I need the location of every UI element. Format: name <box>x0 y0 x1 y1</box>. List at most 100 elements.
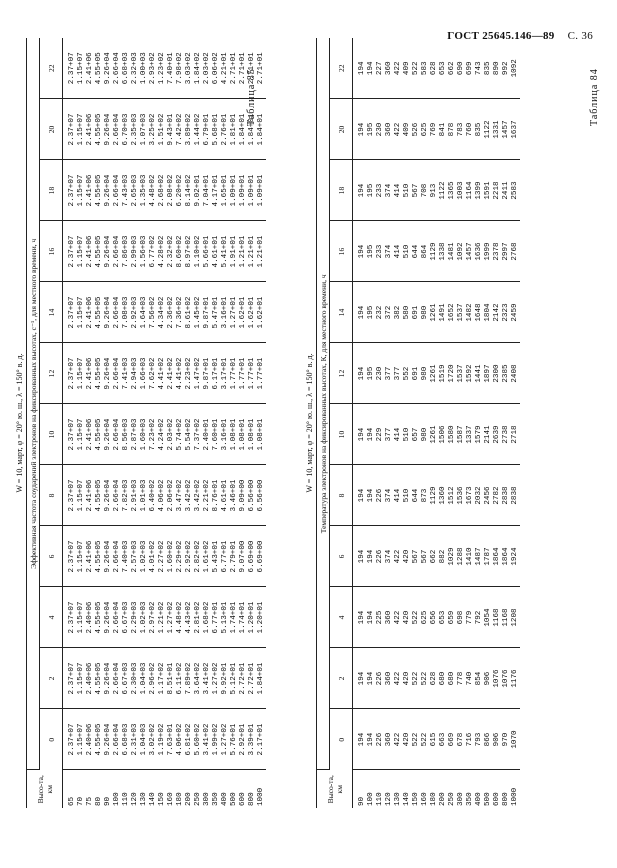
table-row: 75 2.40+06 2.40+06 2.40+06 2.41+06 2.41+06 2.4… <box>86 38 95 808</box>
value-cell: 552 <box>403 343 412 404</box>
height-cell: 600 <box>493 792 501 806</box>
value-cell: 1122 <box>484 99 493 160</box>
value-cell: 4.06+02 <box>158 465 167 526</box>
value-cell: 680 <box>439 648 448 709</box>
value-cell: 2.66+04 <box>113 343 122 404</box>
table-row: 120 360 360 360 374 374 377 377 372 374 374 360 360 <box>385 38 394 808</box>
value-cell: 1288 <box>457 526 466 587</box>
value-cell: 2.35+03 <box>131 99 140 160</box>
value-cell: 980 <box>421 404 430 465</box>
value-cell: 2.37+07 <box>62 221 77 282</box>
hour-column-header: 6 <box>39 526 63 587</box>
value-cell: 4.01+02 <box>149 526 158 587</box>
value-cell: 3.25+02 <box>149 99 158 160</box>
value-cell: 878 <box>448 99 457 160</box>
value-cell: 1864 <box>502 526 511 587</box>
value-cell: 4.48+02 <box>176 587 185 648</box>
value-cell: 194 <box>367 38 376 99</box>
value-cell: 3.89+02 <box>185 99 194 160</box>
value-cell: 377 <box>385 343 394 404</box>
value-cell: 690 <box>457 38 466 99</box>
value-cell: 1.65+01 <box>221 160 230 221</box>
table-row: 110 226 226 225 226 226 229 230 232 233 233 230 227 <box>376 38 385 808</box>
table-row: 800 970 1076 1168 1864 2838 2738 2385 2323 2997 24… <box>502 38 511 808</box>
value-cell: 2.71+01 <box>239 38 248 99</box>
value-cell: 360 <box>385 99 394 160</box>
value-cell: 2.71+01 <box>257 38 266 99</box>
hour-column-header: 10 <box>39 404 63 465</box>
value-cell: 2.66+04 <box>113 587 122 648</box>
height-cell: 140 <box>403 792 411 806</box>
value-cell: 2385 <box>502 343 511 404</box>
value-cell: 2.96+02 <box>149 648 158 709</box>
table-row: 500 5.76+01 5.12+01 1.74+01 2.79+01 3.46+01 1.… <box>230 38 239 808</box>
value-cell: 1441 <box>475 343 484 404</box>
value-cell: 1.77+01 <box>248 343 257 404</box>
value-cell: 1.56+03 <box>140 221 149 282</box>
value-cell: 360 <box>385 587 394 648</box>
value-cell: 194 <box>367 709 376 770</box>
value-cell: 1399 <box>475 160 484 221</box>
value-cell: 1636 <box>475 221 484 282</box>
value-cell: 2.37+07 <box>62 99 77 160</box>
value-cell: 1054 <box>484 587 493 648</box>
value-cell: 2.41+06 <box>86 99 95 160</box>
table-row: 140 420 420 420 420 510 510 552 580 510 510 409 409 <box>403 38 412 808</box>
value-cell: 9.26+04 <box>104 99 113 160</box>
value-cell: 1537 <box>457 343 466 404</box>
value-cell: 864 <box>421 221 430 282</box>
height-cell: 80 <box>95 796 103 806</box>
value-cell: 1.74+01 <box>230 587 239 648</box>
value-cell: 1.45+02 <box>194 282 203 343</box>
table-row: 300 3.41+02 3.41+02 1.68+02 1.61+02 2.21+02 2.… <box>203 38 212 808</box>
table-row: 500 866 906 1054 1787 2456 2141 1897 1804 1999 159… <box>484 38 493 808</box>
height-cell: 90 <box>358 796 366 806</box>
value-cell: 625 <box>421 587 430 648</box>
value-cell: 1519 <box>439 343 448 404</box>
value-cell: 1.91+01 <box>230 221 239 282</box>
value-cell: 2142 <box>493 282 502 343</box>
value-cell: 1.81+01 <box>230 99 239 160</box>
value-cell: 783 <box>457 99 466 160</box>
table-row: 150 1.19+02 1.17+02 1.21+02 2.27+02 4.06+02 4.… <box>158 38 167 808</box>
value-cell: 9.26+04 <box>104 343 113 404</box>
value-cell: 653 <box>439 587 448 648</box>
table-header-title: Температура электронов на фиксированных … <box>316 38 330 770</box>
value-cell: 2718 <box>511 404 520 465</box>
height-cell: 160 <box>421 792 429 806</box>
value-cell: 882 <box>439 526 448 587</box>
value-cell: 1176 <box>511 648 520 709</box>
value-cell: 4.28+02 <box>158 221 167 282</box>
value-cell: 1.47+02 <box>194 343 203 404</box>
value-cell: 377 <box>394 343 403 404</box>
value-cell: 873 <box>421 465 430 526</box>
value-cell: 980 <box>421 343 430 404</box>
value-cell: 194 <box>352 648 367 709</box>
value-cell: 8.60+02 <box>176 221 185 282</box>
value-cell: 414 <box>394 221 403 282</box>
value-cell: 1.15+07 <box>77 160 86 221</box>
value-cell: 9.26+04 <box>104 160 113 221</box>
value-cell: 1457 <box>502 99 511 160</box>
value-cell: 5.13+01 <box>221 587 230 648</box>
value-cell: 2408 <box>511 343 520 404</box>
value-cell: 3.41+02 <box>203 648 212 709</box>
value-cell: 1673 <box>466 465 475 526</box>
value-cell: 8.97+02 <box>185 221 194 282</box>
value-cell: 226 <box>376 648 385 709</box>
value-cell: 9.02+01 <box>194 160 203 221</box>
value-cell: 194 <box>367 465 376 526</box>
hour-column-header: 12 <box>329 343 353 404</box>
value-cell: 3.64+02 <box>194 648 203 709</box>
height-cell: 250 <box>194 792 202 806</box>
value-cell: 9.43+01 <box>167 99 176 160</box>
table85-subtitle: W = 10, март, φ = 20° ю. ш., λ = 150° в.… <box>15 353 24 493</box>
value-cell: 6.56+00 <box>248 465 257 526</box>
value-cell: 1804 <box>484 282 493 343</box>
value-cell: 2.41+06 <box>86 465 95 526</box>
value-cell: 3.46+01 <box>230 465 239 526</box>
value-cell: 1.62+01 <box>257 282 266 343</box>
value-cell: 2.32+03 <box>131 38 140 99</box>
height-cell: 300 <box>457 792 465 806</box>
value-cell: 1587 <box>457 404 466 465</box>
